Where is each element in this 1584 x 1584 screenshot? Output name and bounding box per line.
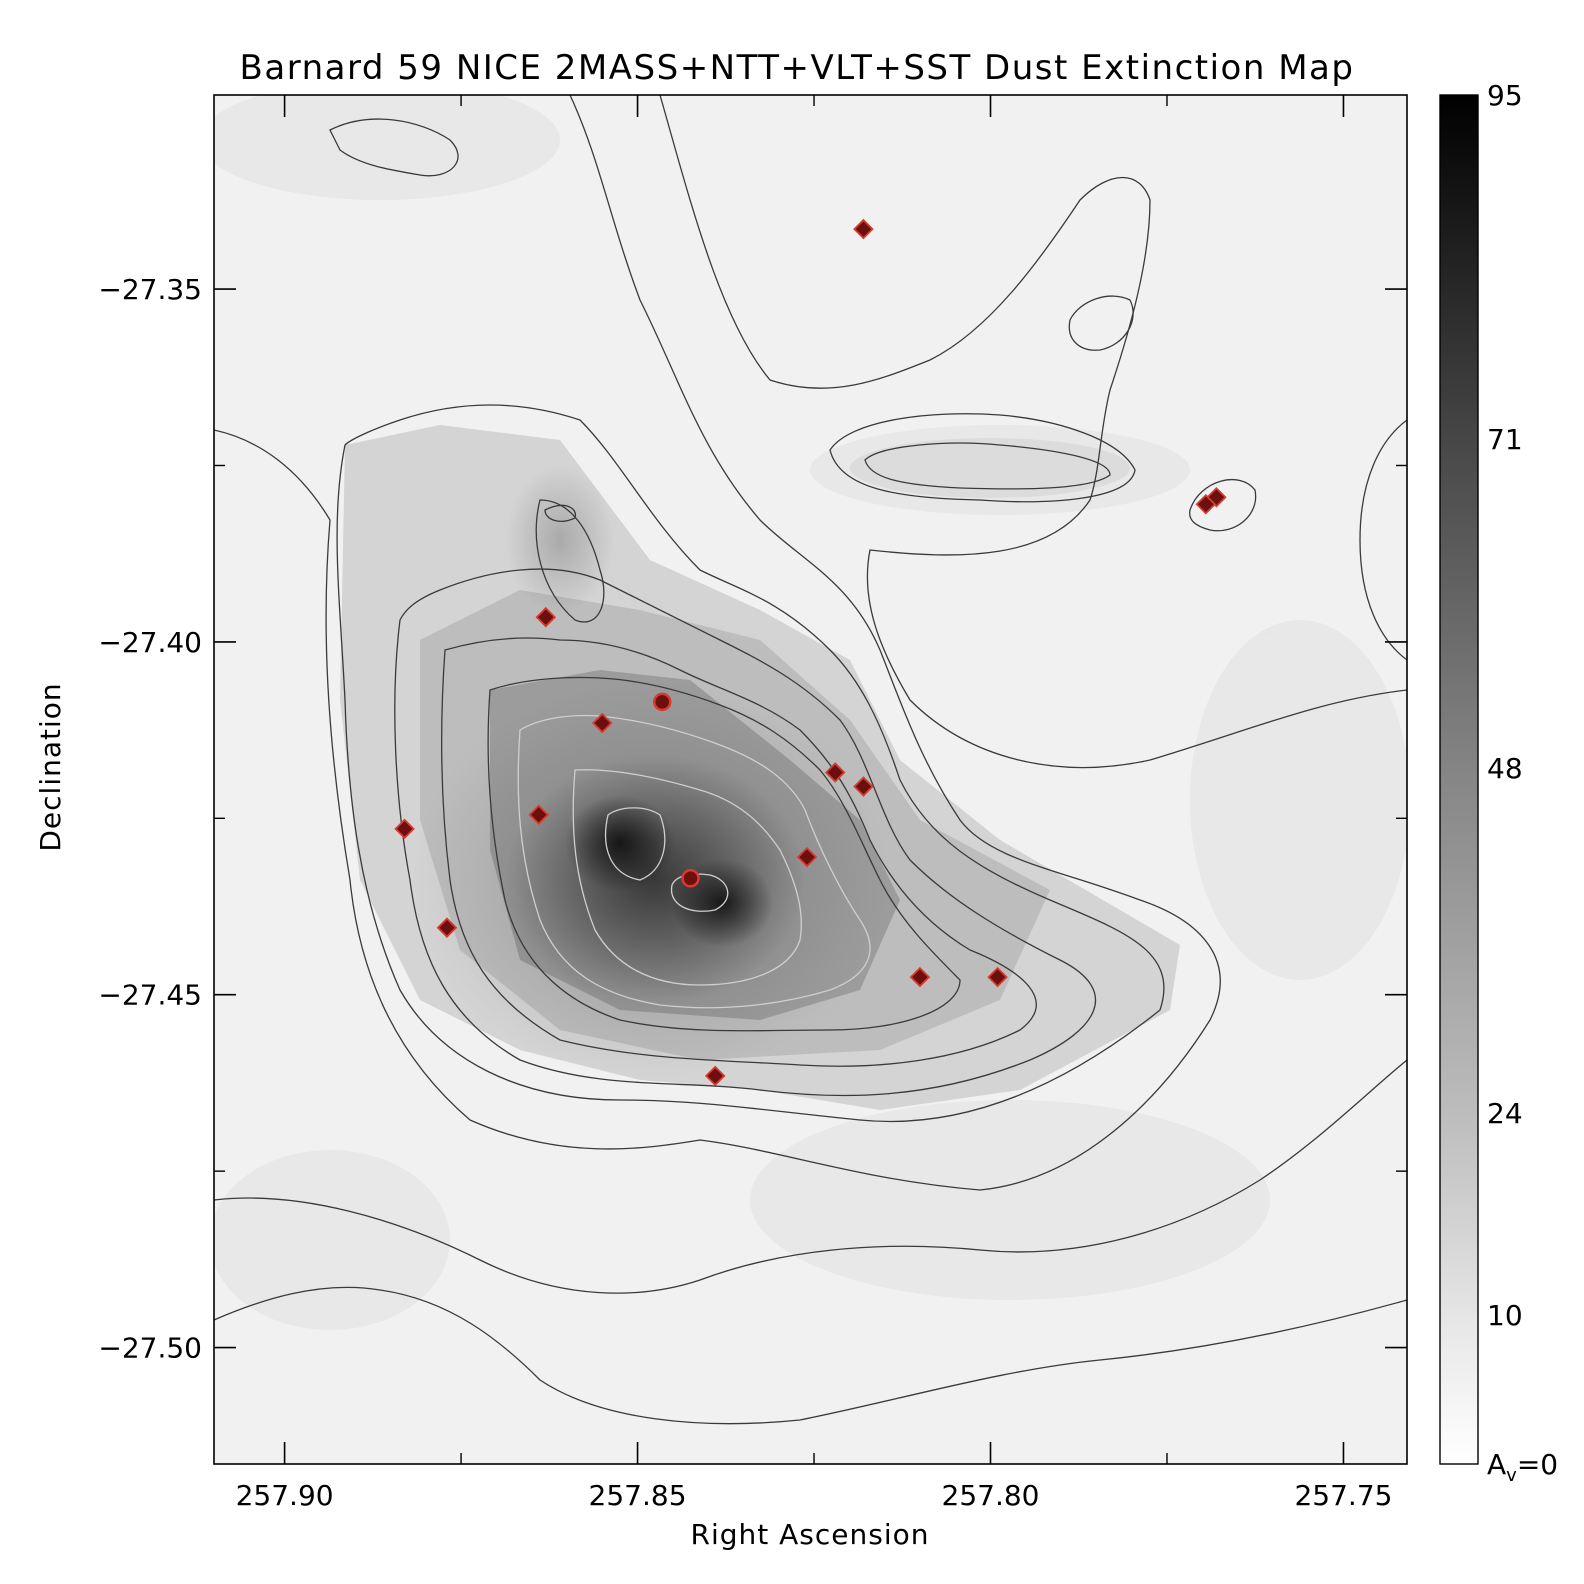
colorbar-zero-label-rest: =0	[1517, 1448, 1558, 1481]
yso-diamond-marker-7	[824, 762, 846, 783]
light-haze-patches	[214, 95, 1407, 1330]
contour-east-edge	[1359, 419, 1407, 661]
y-tick-label: −27.45	[98, 979, 202, 1012]
yso-diamond-marker-11	[987, 966, 1008, 988]
yso-diamond-marker-1	[853, 218, 874, 240]
extinction-image	[214, 95, 1407, 1464]
north-condensation	[505, 465, 615, 615]
contour-northeast-arc	[659, 95, 1407, 769]
colorbar-ticks: 95 71 48 24 10	[1487, 79, 1523, 1332]
x-axis-label: Right Ascension	[691, 1518, 930, 1551]
contour-level-6	[517, 714, 871, 1009]
colorbar-tick-label: 24	[1487, 1097, 1523, 1130]
yso-diamond-marker-13	[1206, 486, 1227, 508]
chart-title: Barnard 59 NICE 2MASS+NTT+VLT+SST Dust E…	[240, 48, 1355, 88]
colorbar-tick-label: 95	[1487, 79, 1523, 112]
contour-east-ridge	[829, 413, 1136, 503]
yso-diamond-marker-2	[535, 606, 557, 628]
x-axis: 257.90 257.85 257.80 257.75	[236, 95, 1392, 1512]
contour-south-band	[214, 1286, 1407, 1425]
yso-circle-marker-2	[681, 869, 700, 888]
extinction-peak-1	[564, 795, 676, 892]
colorbar-tick-label: 48	[1487, 752, 1523, 785]
colorbar-tick-label: 71	[1487, 423, 1523, 456]
x-tick-label: 257.85	[589, 1479, 687, 1512]
yso-diamond-marker-8	[853, 776, 874, 797]
colorbar-zero-label-sub: v	[1506, 1465, 1517, 1486]
colorbar-zero-label: Av=0	[1487, 1448, 1558, 1486]
colorbar-tick-label: 10	[1487, 1299, 1523, 1332]
contour-east-isolated	[1189, 479, 1257, 532]
yso-circle-marker-1	[653, 692, 672, 712]
y-tick-label: −27.50	[98, 1332, 202, 1365]
y-axis-label: Declination	[34, 682, 67, 851]
contour-lines	[214, 95, 1407, 1425]
contour-east-ridge-inner	[864, 442, 1111, 490]
x-tick-label: 257.90	[236, 1479, 334, 1512]
contour-level-8	[604, 807, 666, 881]
contour-level-5	[487, 676, 961, 1032]
yso-diamond-marker-14	[1195, 494, 1217, 515]
colorbar-gradient	[1439, 94, 1479, 1465]
contour-north-loop-inner	[544, 504, 577, 522]
contour-northwest-blob	[329, 118, 459, 177]
yso-diamond-marker-9	[796, 846, 818, 868]
contour-level-4	[441, 637, 1037, 1067]
contour-level-1	[214, 95, 1221, 1191]
colorbar-zero-label-a: A	[1487, 1448, 1506, 1481]
contour-level-7	[572, 769, 802, 986]
plot-frame	[213, 94, 1408, 1465]
contour-level-2	[336, 404, 1165, 1123]
marker-layer	[394, 218, 1227, 1087]
yso-diamond-marker-4	[528, 804, 549, 826]
yso-diamond-marker-5	[394, 818, 415, 840]
x-tick-label: 257.75	[1294, 1479, 1392, 1512]
y-tick-label: −27.40	[98, 626, 202, 659]
y-axis: −27.35 −27.40 −27.45 −27.50	[98, 273, 1407, 1365]
yso-diamond-marker-12	[704, 1065, 726, 1087]
yso-diamond-marker-6	[436, 917, 458, 938]
contour-northeast-oval	[1068, 295, 1134, 351]
yso-diamond-marker-10	[909, 966, 931, 988]
x-tick-label: 257.80	[942, 1479, 1040, 1512]
contour-south-band-2	[214, 1059, 1407, 1294]
yso-diamond-marker-3	[591, 712, 613, 734]
y-tick-label: −27.35	[98, 273, 202, 306]
contour-north-loop	[535, 499, 605, 623]
contour-level-3	[394, 568, 1097, 1097]
colorbar: 95 71 48 24 10 Av=0	[1439, 79, 1558, 1486]
